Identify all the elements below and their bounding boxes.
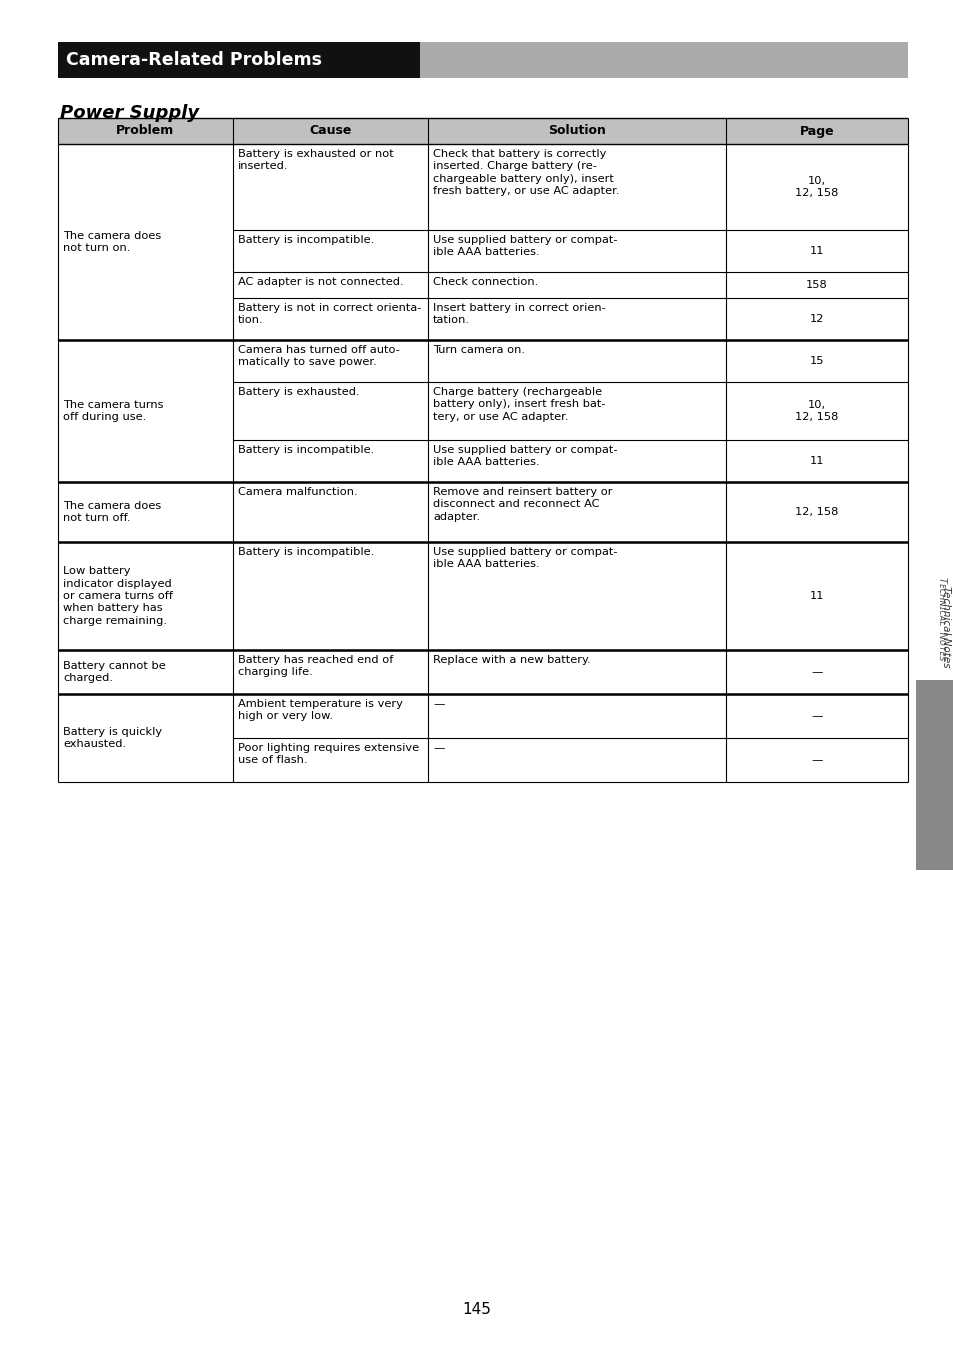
- Text: Check that battery is correctly
inserted. Charge battery (re-
chargeable battery: Check that battery is correctly inserted…: [433, 149, 618, 196]
- Text: Ambient temperature is very
high or very low.: Ambient temperature is very high or very…: [237, 699, 402, 721]
- Text: Low battery
indicator displayed
or camera turns off
when battery has
charge rema: Low battery indicator displayed or camer…: [63, 566, 172, 625]
- Text: AC adapter is not connected.: AC adapter is not connected.: [237, 277, 403, 286]
- Text: Tᴇᴄʜɴɪᴄᴀʟ  Nᴏᴛᴇs: Tᴇᴄʜɴɪᴄᴀʟ Nᴏᴛᴇs: [936, 577, 946, 660]
- Text: 11: 11: [809, 590, 823, 601]
- Text: 158: 158: [805, 280, 827, 291]
- Bar: [58, 42, 419, 78]
- Text: 145: 145: [462, 1302, 491, 1318]
- Text: Battery is not in correct orienta-
tion.: Battery is not in correct orienta- tion.: [237, 303, 421, 325]
- Text: Battery has reached end of
charging life.: Battery has reached end of charging life…: [237, 655, 393, 678]
- Text: The camera does
not turn off.: The camera does not turn off.: [63, 500, 161, 523]
- Text: Problem: Problem: [116, 125, 174, 137]
- Bar: [58, 118, 907, 144]
- Text: Charge battery (rechargeable
battery only), insert fresh bat-
tery, or use AC ad: Charge battery (rechargeable battery onl…: [433, 387, 605, 422]
- Text: Camera has turned off auto-
matically to save power.: Camera has turned off auto- matically to…: [237, 346, 399, 367]
- Text: Replace with a new battery.: Replace with a new battery.: [433, 655, 590, 664]
- Text: 11: 11: [809, 246, 823, 256]
- Text: —: —: [810, 755, 821, 765]
- Text: Solution: Solution: [547, 125, 605, 137]
- Text: Use supplied battery or compat-
ible AAA batteries.: Use supplied battery or compat- ible AAA…: [433, 547, 617, 569]
- Text: Battery is exhausted.: Battery is exhausted.: [237, 387, 359, 397]
- Text: 15: 15: [809, 356, 823, 366]
- Text: Camera malfunction.: Camera malfunction.: [237, 487, 357, 498]
- Text: Battery is quickly
exhausted.: Battery is quickly exhausted.: [63, 726, 162, 749]
- Text: Power Supply: Power Supply: [60, 104, 199, 122]
- Text: Check connection.: Check connection.: [433, 277, 537, 286]
- Text: Use supplied battery or compat-
ible AAA batteries.: Use supplied battery or compat- ible AAA…: [433, 235, 617, 257]
- Text: Battery is incompatible.: Battery is incompatible.: [237, 445, 374, 455]
- Text: Insert battery in correct orien-
tation.: Insert battery in correct orien- tation.: [433, 303, 605, 325]
- Text: 12, 158: 12, 158: [795, 507, 838, 516]
- Text: Poor lighting requires extensive
use of flash.: Poor lighting requires extensive use of …: [237, 742, 418, 765]
- Bar: [915, 681, 953, 870]
- Bar: [419, 42, 907, 78]
- Text: 10,
12, 158: 10, 12, 158: [795, 176, 838, 198]
- Text: The camera does
not turn on.: The camera does not turn on.: [63, 231, 161, 253]
- Text: —: —: [810, 712, 821, 721]
- Text: Use supplied battery or compat-
ible AAA batteries.: Use supplied battery or compat- ible AAA…: [433, 445, 617, 468]
- Text: Turn camera on.: Turn camera on.: [433, 346, 524, 355]
- Text: Camera-Related Problems: Camera-Related Problems: [66, 51, 322, 69]
- Text: Cause: Cause: [309, 125, 352, 137]
- Text: The camera turns
off during use.: The camera turns off during use.: [63, 399, 163, 422]
- Text: 12: 12: [809, 313, 823, 324]
- Text: Remove and reinsert battery or
disconnect and reconnect AC
adapter.: Remove and reinsert battery or disconnec…: [433, 487, 612, 522]
- Text: Battery cannot be
charged.: Battery cannot be charged.: [63, 660, 166, 683]
- Text: 10,
12, 158: 10, 12, 158: [795, 399, 838, 422]
- Text: 11: 11: [809, 456, 823, 465]
- Text: —: —: [433, 699, 444, 709]
- Text: Battery is incompatible.: Battery is incompatible.: [237, 235, 374, 245]
- Text: —: —: [433, 742, 444, 753]
- Text: Technical Notes: Technical Notes: [940, 586, 950, 668]
- Text: Battery is exhausted or not
inserted.: Battery is exhausted or not inserted.: [237, 149, 394, 171]
- Text: Page: Page: [799, 125, 834, 137]
- Text: —: —: [810, 667, 821, 677]
- Text: Battery is incompatible.: Battery is incompatible.: [237, 547, 374, 557]
